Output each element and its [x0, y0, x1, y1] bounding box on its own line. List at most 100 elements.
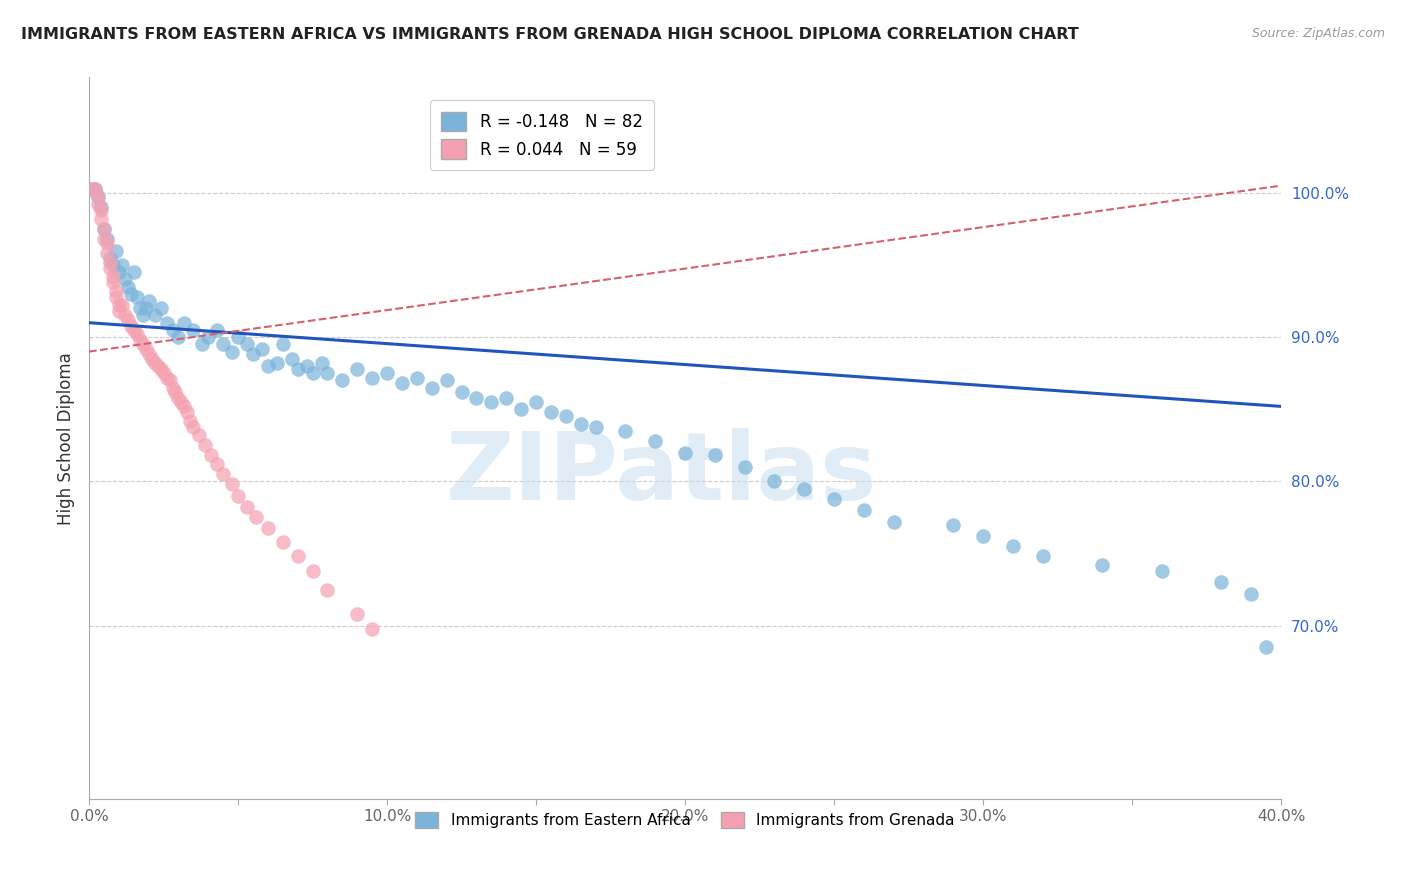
Point — [101, 258, 124, 272]
Point — [614, 424, 637, 438]
Point — [194, 438, 217, 452]
Point — [93, 222, 115, 236]
Point — [250, 342, 273, 356]
Point — [96, 232, 118, 246]
Point — [420, 381, 443, 395]
Point — [257, 520, 280, 534]
Point — [108, 265, 131, 279]
Point — [226, 330, 249, 344]
Point — [138, 347, 160, 361]
Point — [143, 309, 166, 323]
Point — [173, 400, 195, 414]
Point — [316, 582, 339, 597]
Point — [90, 203, 112, 218]
Text: Source: ZipAtlas.com: Source: ZipAtlas.com — [1251, 27, 1385, 40]
Point — [104, 290, 127, 304]
Point — [125, 290, 148, 304]
Point — [793, 482, 815, 496]
Point — [361, 622, 384, 636]
Point — [1001, 539, 1024, 553]
Point — [673, 445, 696, 459]
Point — [170, 395, 193, 409]
Point — [391, 376, 413, 391]
Point — [221, 344, 243, 359]
Point — [80, 181, 103, 195]
Point — [346, 362, 368, 376]
Point — [734, 460, 756, 475]
Point — [212, 337, 235, 351]
Y-axis label: High School Diploma: High School Diploma — [58, 351, 75, 524]
Point — [93, 222, 115, 236]
Point — [271, 535, 294, 549]
Point — [87, 190, 110, 204]
Point — [84, 181, 107, 195]
Point — [104, 284, 127, 298]
Point — [155, 370, 177, 384]
Point — [301, 366, 323, 380]
Point — [87, 188, 110, 202]
Point — [188, 428, 211, 442]
Point — [108, 304, 131, 318]
Point — [87, 197, 110, 211]
Point — [101, 269, 124, 284]
Point — [117, 279, 139, 293]
Point — [226, 489, 249, 503]
Point — [155, 316, 177, 330]
Point — [1240, 587, 1263, 601]
Point — [162, 381, 184, 395]
Point — [143, 356, 166, 370]
Point — [146, 359, 169, 373]
Point — [1211, 575, 1233, 590]
Point — [114, 272, 136, 286]
Point — [245, 510, 267, 524]
Point — [242, 347, 264, 361]
Point — [90, 200, 112, 214]
Point — [122, 323, 145, 337]
Point — [465, 391, 488, 405]
Point — [280, 351, 302, 366]
Point — [179, 414, 201, 428]
Point — [942, 517, 965, 532]
Point — [114, 309, 136, 323]
Point — [159, 373, 181, 387]
Point — [120, 318, 142, 333]
Point — [295, 359, 318, 373]
Point — [301, 564, 323, 578]
Point — [205, 457, 228, 471]
Point — [197, 330, 219, 344]
Point — [540, 405, 562, 419]
Text: IMMIGRANTS FROM EASTERN AFRICA VS IMMIGRANTS FROM GRENADA HIGH SCHOOL DIPLOMA CO: IMMIGRANTS FROM EASTERN AFRICA VS IMMIGR… — [21, 27, 1078, 42]
Point — [141, 351, 163, 366]
Point — [152, 366, 174, 380]
Point — [763, 475, 786, 489]
Point — [405, 370, 427, 384]
Point — [205, 323, 228, 337]
Point — [96, 246, 118, 260]
Point — [495, 391, 517, 405]
Point — [135, 342, 157, 356]
Point — [183, 419, 205, 434]
Point — [173, 316, 195, 330]
Point — [84, 181, 107, 195]
Point — [287, 362, 309, 376]
Point — [346, 607, 368, 622]
Point — [1256, 640, 1278, 655]
Point — [479, 395, 502, 409]
Point — [569, 417, 592, 431]
Point — [191, 337, 214, 351]
Point — [165, 384, 187, 399]
Text: ZIPatlas: ZIPatlas — [446, 428, 877, 520]
Point — [287, 549, 309, 564]
Point — [823, 491, 845, 506]
Point — [450, 384, 472, 399]
Point — [122, 265, 145, 279]
Point — [162, 323, 184, 337]
Point — [257, 359, 280, 373]
Point — [972, 529, 994, 543]
Point — [332, 373, 354, 387]
Point — [128, 301, 150, 316]
Legend: Immigrants from Eastern Africa, Immigrants from Grenada: Immigrants from Eastern Africa, Immigran… — [409, 806, 960, 835]
Point — [311, 356, 333, 370]
Point — [524, 395, 547, 409]
Point — [149, 301, 172, 316]
